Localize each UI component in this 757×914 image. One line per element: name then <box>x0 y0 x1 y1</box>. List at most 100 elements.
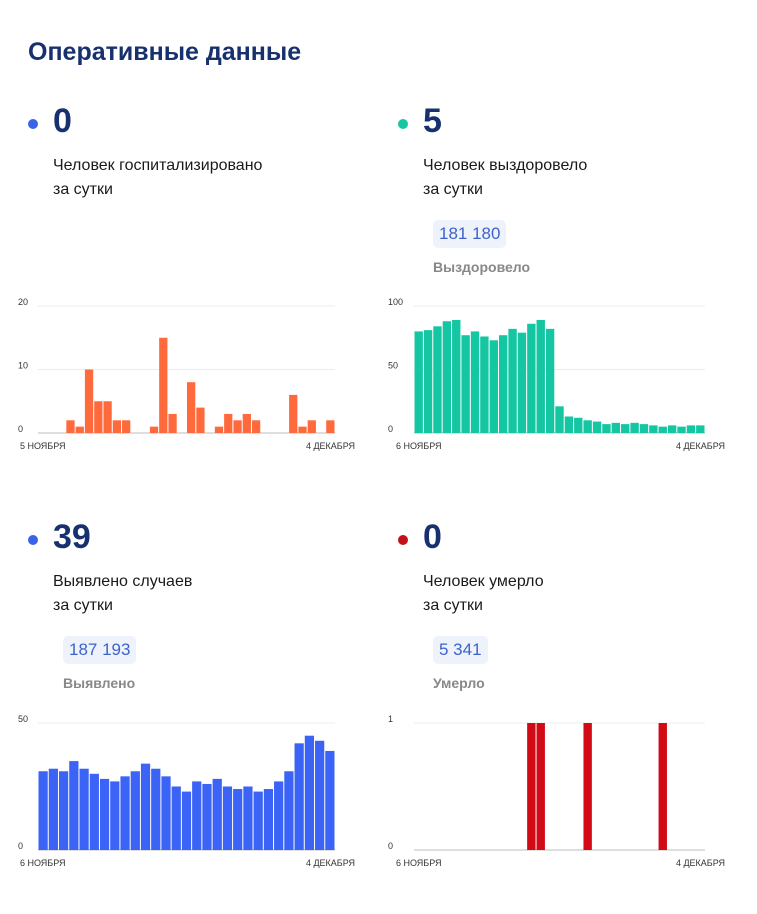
bar <box>202 783 212 850</box>
x-start-label: 6 НОЯБРЯ <box>396 858 442 868</box>
bar <box>294 743 304 850</box>
cases-total: 187 193 <box>63 636 137 664</box>
bar <box>48 768 58 850</box>
bar <box>326 420 335 433</box>
x-end-label: 4 ДЕКАБРЯ <box>676 441 725 451</box>
bar <box>233 789 243 850</box>
x-end-label: 4 ДЕКАБРЯ <box>306 441 355 451</box>
bar <box>315 740 325 850</box>
bar <box>263 789 274 850</box>
y-tick-label: 1 <box>388 714 393 724</box>
bar <box>168 413 177 433</box>
y-tick-label: 10 <box>18 361 28 371</box>
cases-chart: 0 50 6 НОЯБРЯ 4 ДЕКАБРЯ <box>18 714 355 868</box>
bar <box>433 326 442 433</box>
bar <box>470 331 480 433</box>
bar <box>621 424 630 433</box>
bar <box>564 416 574 433</box>
bar <box>103 401 112 433</box>
recovered-desc-line1: Человек выздоровело <box>423 157 588 174</box>
bar <box>545 328 555 433</box>
bar <box>498 335 508 433</box>
bar <box>583 420 592 433</box>
bar <box>583 723 592 850</box>
bar <box>99 778 110 850</box>
deaths-desc-line1: Человек умерло <box>423 573 544 590</box>
recovered-count: 5 <box>423 102 442 140</box>
page-title: Оперативные данные <box>28 38 302 66</box>
x-end-label: 4 ДЕКАБРЯ <box>306 858 355 868</box>
bar <box>161 776 171 850</box>
bar <box>658 723 667 850</box>
deaths-dot <box>398 535 408 545</box>
bar <box>304 735 315 850</box>
bar <box>79 768 89 850</box>
y-tick-label: 0 <box>18 424 23 434</box>
cases-count: 39 <box>53 518 91 556</box>
bar <box>639 424 649 433</box>
y-tick-label: 0 <box>388 424 393 434</box>
bar <box>289 394 298 433</box>
bar <box>140 763 151 850</box>
cases-desc-line1: Выявлено случаев <box>53 573 193 590</box>
bar <box>298 426 307 433</box>
recovered-dot <box>398 119 408 129</box>
cases-description: Выявлено случаев за сутки <box>53 570 333 618</box>
bar <box>442 321 452 433</box>
bar <box>527 723 536 850</box>
x-start-label: 6 НОЯБРЯ <box>396 441 442 451</box>
bar <box>489 340 498 433</box>
bar <box>536 319 545 433</box>
bar <box>658 426 667 433</box>
y-tick-label: 0 <box>388 841 393 851</box>
bar <box>611 422 621 433</box>
x-start-label: 5 НОЯБРЯ <box>20 441 66 451</box>
bar <box>110 781 120 850</box>
deaths-desc-line2: за сутки <box>423 597 483 614</box>
bar <box>649 425 658 433</box>
bar <box>307 420 316 433</box>
hospitalized-chart: 0 10 20 5 НОЯБРЯ 4 ДЕКАБРЯ <box>18 297 355 451</box>
y-tick-label: 20 <box>18 297 28 307</box>
bar <box>242 413 251 433</box>
y-tick-label: 50 <box>388 361 398 371</box>
bar <box>686 425 696 433</box>
cases-dot <box>28 535 38 545</box>
bar <box>58 771 69 850</box>
recovered-description: Человек выздоровело за сутки <box>423 154 703 202</box>
bar <box>130 771 140 850</box>
recovered-total-label: Выздоровело <box>433 259 531 275</box>
x-start-label: 6 НОЯБРЯ <box>20 858 66 868</box>
bar <box>192 781 202 850</box>
bar <box>120 776 130 850</box>
recovered-desc-line2: за сутки <box>423 181 483 198</box>
cases-total-label: Выявлено <box>63 675 136 691</box>
bar <box>508 328 517 433</box>
bar <box>112 420 122 433</box>
deaths-description: Человек умерло за сутки <box>423 570 703 618</box>
hospitalized-dot <box>28 119 38 129</box>
bar <box>243 786 253 850</box>
bar <box>149 426 159 433</box>
bar <box>423 330 433 433</box>
bar <box>414 331 423 433</box>
bar <box>677 426 686 433</box>
bar <box>171 786 181 850</box>
bar <box>66 420 75 433</box>
deaths-total: 5 341 <box>433 636 488 664</box>
bar <box>233 420 242 433</box>
y-tick-label: 100 <box>388 297 403 307</box>
bar <box>69 761 79 850</box>
bar <box>224 413 233 433</box>
recovered-chart: 0 50 100 6 НОЯБРЯ 4 ДЕКАБРЯ <box>388 297 725 451</box>
bar <box>151 768 161 850</box>
cases-desc-line2: за сутки <box>53 597 113 614</box>
bar <box>212 778 222 850</box>
bar <box>284 771 294 850</box>
bar <box>38 771 48 850</box>
bar <box>122 420 131 433</box>
bar <box>75 426 84 433</box>
bar <box>253 791 263 850</box>
deaths-total-label: Умерло <box>433 675 485 691</box>
bar <box>222 786 233 850</box>
